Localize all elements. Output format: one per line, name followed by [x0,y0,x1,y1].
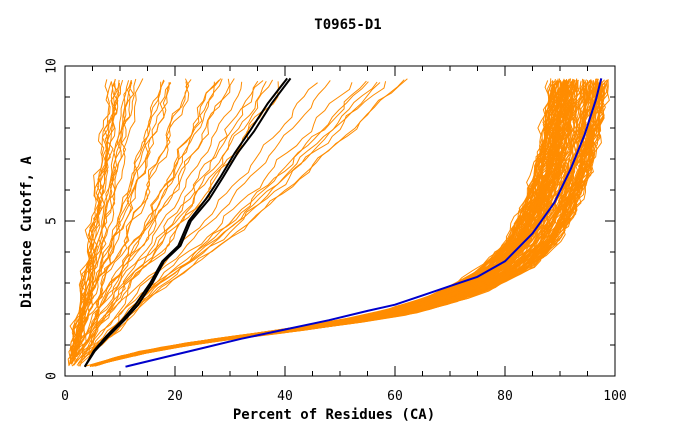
black-series-line-1 [83,77,288,368]
y-tick-label: 0 [45,372,60,380]
x-tick-label: 80 [497,389,513,404]
bundle-curve-middle [83,82,318,360]
y-axis-label: Distance Cutoff, A [19,156,35,308]
black-series-line-2 [83,77,292,368]
bundle-curve-middle [76,78,223,358]
bundle-curve-main [105,78,578,362]
x-axis-label: Percent of Residues (CA) [233,407,435,423]
y-tick-label: 10 [45,58,60,74]
x-tick-label: 40 [277,389,293,404]
blue-series-line-3 [125,78,603,368]
axis-ticks: 0 20 40 60 80 100 0 5 10 [45,58,627,404]
bundle-curve-middle [69,79,165,357]
bundle-curve-middle [77,82,353,365]
bundle-curve-main [127,81,585,357]
bundle-curve-main [92,80,570,367]
bundle-curve-main [144,82,558,352]
bundle-curve-main [130,78,598,356]
bundle-curve-middle [80,79,274,360]
bundle-curve-main [137,81,568,354]
bundle-curve-steep [69,82,120,359]
bundle-curve-middle [85,81,267,352]
bundle-curve-main [139,78,574,354]
bundle-curves [67,78,610,368]
chart-title: T0965-D1 [314,17,381,33]
x-tick-label: 100 [603,389,626,404]
bundle-curve-main [90,82,555,366]
bundle-curve-middle [72,82,172,361]
bundle-curve-middle [70,82,170,356]
bundle-curve-main [124,82,609,358]
bundle-curve-main [133,81,560,355]
bundle-curve-main [142,78,552,353]
bundle-curve-main [140,81,567,353]
bundle-curve-middle [75,78,230,358]
bundle-curve-steep [67,78,137,367]
bundle-curve-middle [74,80,259,359]
bundle-curve-middle [71,81,215,364]
x-tick-label: 0 [61,389,69,404]
bundle-curve-middle [69,78,190,361]
highlighted-curves [83,77,603,368]
bundle-curve-middle [82,80,264,355]
bundle-curve-middle [89,79,405,357]
bundle-curve-main [133,80,560,355]
bundle-curve-main [133,79,567,355]
bundle-curve-main [139,78,570,355]
bundle-curve-middle [76,81,369,366]
bundle-curve-main [136,80,550,353]
bundle-curve-main [129,78,561,355]
bundle-curve-main [114,80,560,360]
bundle-curve-main [127,82,594,357]
x-tick-label: 60 [387,389,403,404]
y-tick-label: 5 [45,217,60,225]
x-tick-label: 20 [167,389,183,404]
bundle-curve-main [107,81,579,361]
bundle-curve-middle [74,81,243,363]
bundle-curve-main [140,78,579,353]
bundle-curve-middle [74,78,235,356]
